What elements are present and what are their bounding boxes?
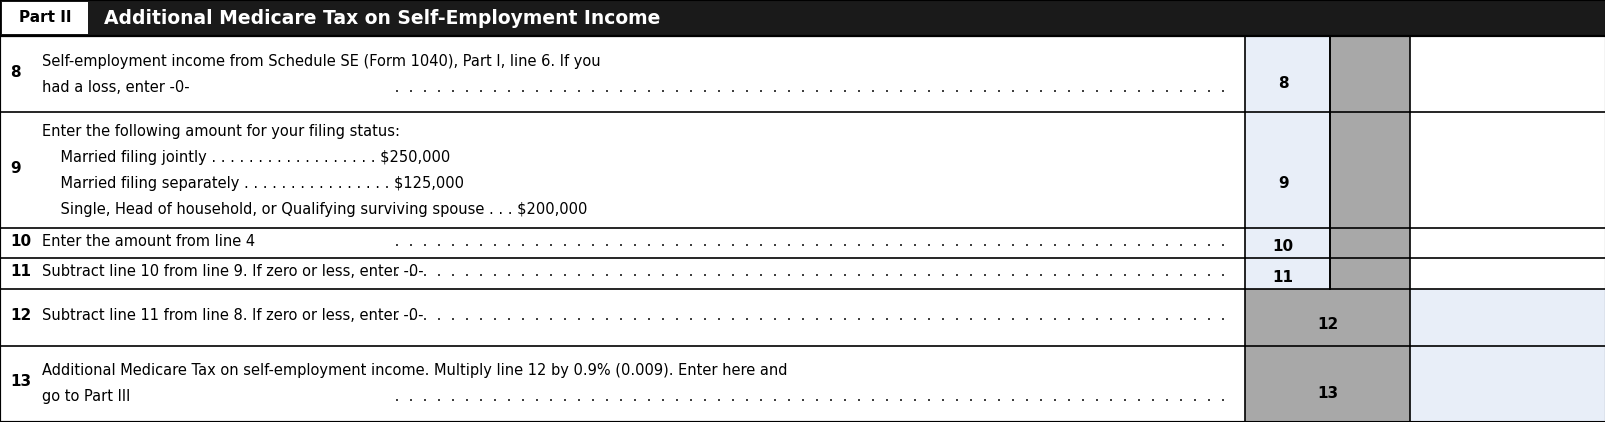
Text: had a loss, enter -0-: had a loss, enter -0-: [42, 79, 189, 95]
Bar: [0, 0, 1605, 36]
Bar: [1329, 36, 1409, 112]
Text: Part II: Part II: [19, 11, 71, 25]
Bar: [1409, 258, 1605, 289]
Bar: [1409, 346, 1605, 422]
Text: Subtract line 11 from line 8. If zero or less, enter -0-: Subtract line 11 from line 8. If zero or…: [42, 308, 424, 323]
Text: Subtract line 10 from line 9. If zero or less, enter -0-: Subtract line 10 from line 9. If zero or…: [42, 264, 424, 279]
Bar: [1329, 258, 1409, 289]
Bar: [1409, 112, 1605, 228]
Text: go to Part III: go to Part III: [42, 390, 130, 404]
Text: Married filing separately . . . . . . . . . . . . . . . . $125,000: Married filing separately . . . . . . . …: [42, 176, 464, 191]
Text: .  .  .  .  .  .  .  .  .  .  .  .  .  .  .  .  .  .  .  .  .  .  .  .  .  .  . : . . . . . . . . . . . . . . . . . . . . …: [390, 308, 1229, 323]
Bar: [2, 2, 88, 34]
Text: Single, Head of household, or Qualifying surviving spouse . . . $200,000: Single, Head of household, or Qualifying…: [42, 202, 587, 216]
Bar: [1329, 228, 1409, 258]
Text: 13: 13: [1316, 386, 1337, 400]
Text: 12: 12: [1316, 317, 1337, 332]
Text: .  .  .  .  .  .  .  .  .  .  .  .  .  .  .  .  .  .  .  .  .  .  .  .  .  .  . : . . . . . . . . . . . . . . . . . . . . …: [390, 264, 1229, 279]
Text: 12: 12: [10, 308, 30, 323]
Bar: [0, 0, 1605, 36]
Bar: [1244, 289, 1409, 346]
Text: 10: 10: [1271, 239, 1294, 254]
Bar: [1244, 258, 1329, 289]
Bar: [1244, 346, 1409, 422]
Text: 9: 9: [1278, 176, 1287, 192]
Text: Enter the amount from line 4: Enter the amount from line 4: [42, 234, 255, 249]
Text: Enter the following amount for your filing status:: Enter the following amount for your fili…: [42, 124, 400, 138]
Text: 13: 13: [10, 374, 30, 390]
Text: .  .  .  .  .  .  .  .  .  .  .  .  .  .  .  .  .  .  .  .  .  .  .  .  .  .  . : . . . . . . . . . . . . . . . . . . . . …: [390, 390, 1229, 404]
Text: 11: 11: [1271, 270, 1294, 285]
Bar: [1244, 112, 1329, 228]
Bar: [1244, 36, 1329, 112]
Text: 8: 8: [10, 65, 21, 79]
Bar: [1409, 228, 1605, 258]
Bar: [1409, 289, 1605, 346]
Text: .  .  .  .  .  .  .  .  .  .  .  .  .  .  .  .  .  .  .  .  .  .  .  .  .  .  . : . . . . . . . . . . . . . . . . . . . . …: [390, 79, 1229, 95]
Text: 8: 8: [1278, 76, 1287, 91]
Text: Additional Medicare Tax on self-employment income. Multiply line 12 by 0.9% (0.0: Additional Medicare Tax on self-employme…: [42, 363, 786, 379]
Text: 11: 11: [10, 264, 30, 279]
Text: Self-employment income from Schedule SE (Form 1040), Part I, line 6. If you: Self-employment income from Schedule SE …: [42, 54, 600, 68]
Text: 9: 9: [10, 160, 21, 176]
Text: 10: 10: [10, 234, 30, 249]
Bar: [1244, 228, 1329, 258]
Bar: [1409, 36, 1605, 112]
Text: Married filing jointly . . . . . . . . . . . . . . . . . . $250,000: Married filing jointly . . . . . . . . .…: [42, 149, 449, 165]
Text: Additional Medicare Tax on Self-Employment Income: Additional Medicare Tax on Self-Employme…: [104, 8, 660, 27]
Text: .  .  .  .  .  .  .  .  .  .  .  .  .  .  .  .  .  .  .  .  .  .  .  .  .  .  . : . . . . . . . . . . . . . . . . . . . . …: [390, 234, 1229, 249]
Bar: [1329, 112, 1409, 228]
